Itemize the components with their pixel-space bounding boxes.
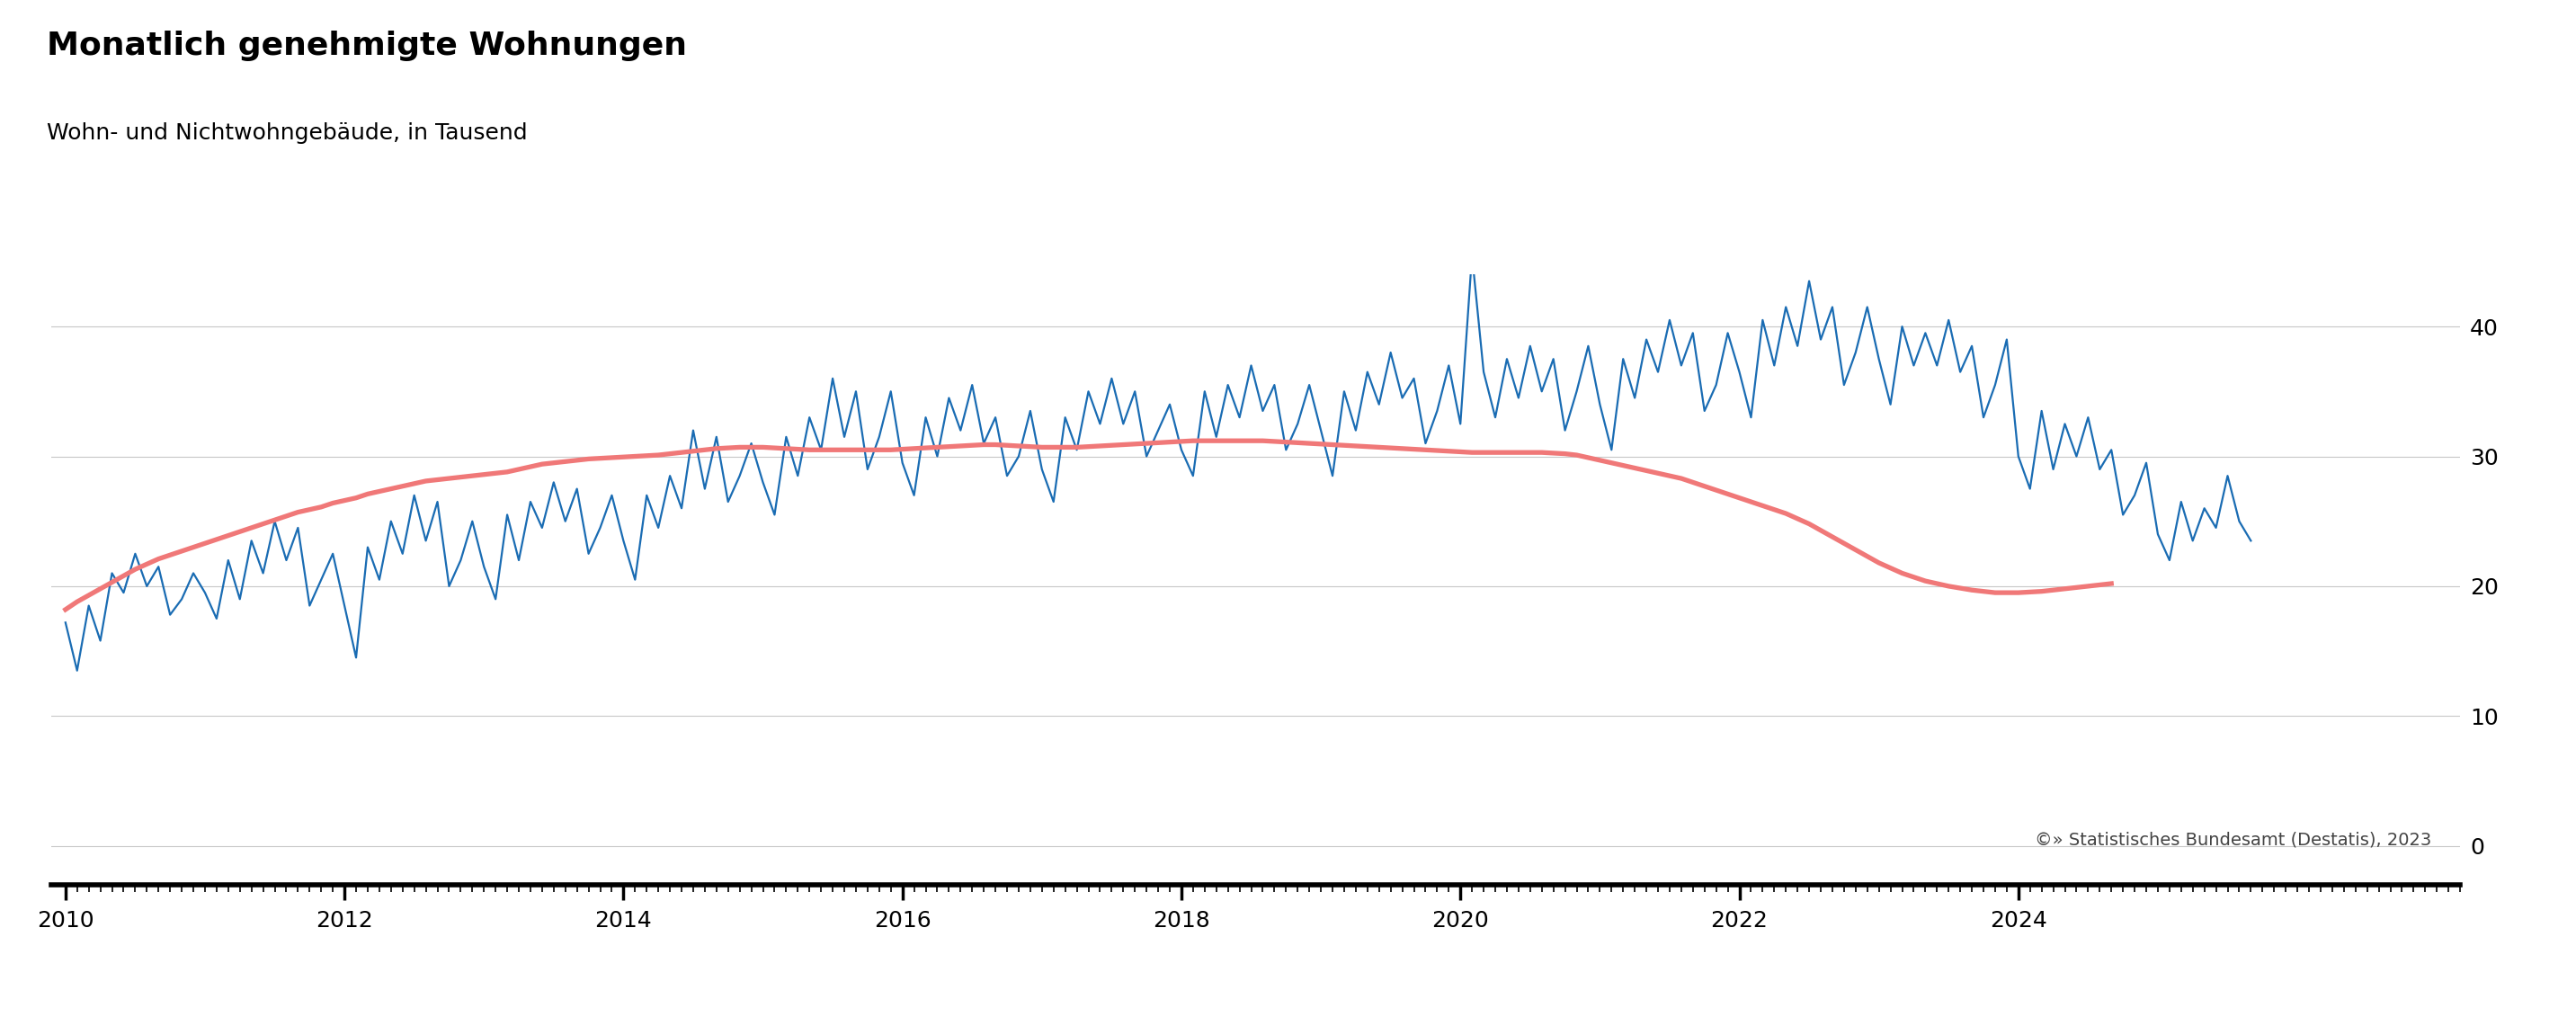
Text: Wohn- und Nichtwohngebäude, in Tausend: Wohn- und Nichtwohngebäude, in Tausend — [46, 122, 528, 143]
Text: ©» Statistisches Bundesamt (Destatis), 2023: ©» Statistisches Bundesamt (Destatis), 2… — [2035, 831, 2432, 848]
Text: Monatlich genehmigte Wohnungen: Monatlich genehmigte Wohnungen — [46, 31, 688, 61]
